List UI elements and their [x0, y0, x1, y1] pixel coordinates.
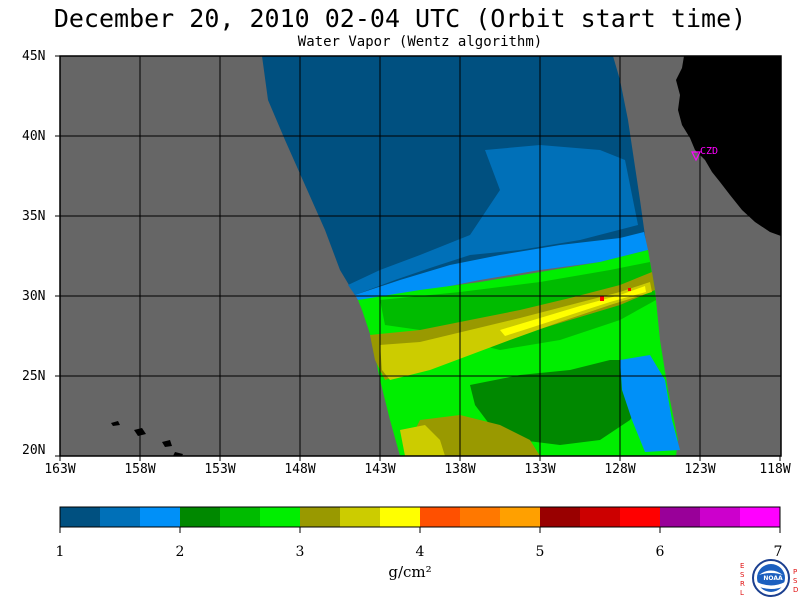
logo-right-text: P S D	[793, 568, 799, 594]
station-marker	[691, 151, 701, 162]
lat-label: 20N	[22, 443, 46, 458]
noaa-logo	[752, 559, 790, 597]
logo-center-text: NOAA	[763, 575, 783, 582]
swath-zone-high-vapor	[500, 286, 646, 336]
hawaii-island	[162, 440, 172, 447]
noaa-logo-bird	[759, 570, 783, 575]
water-vapor-swath	[262, 56, 680, 456]
swath-zone-lower-dark-green	[470, 360, 650, 445]
lon-label: 118W	[759, 462, 791, 477]
colorbar-tick-label: 4	[415, 544, 425, 560]
lat-label: 30N	[22, 289, 46, 304]
lat-label: 45N	[22, 49, 46, 64]
colorbar-swatch	[460, 507, 501, 527]
lon-label: 163W	[44, 462, 76, 477]
colorbar-swatch	[140, 507, 181, 527]
colorbar-swatch	[540, 507, 581, 527]
colorbar-swatch	[60, 507, 101, 527]
colorbar-swatch	[380, 507, 421, 527]
swath-hot-pixel	[628, 288, 631, 291]
colorbar-tick-label: 3	[295, 544, 305, 560]
map-ticks	[55, 55, 781, 461]
colorbar-tick-label: 5	[535, 544, 545, 560]
swath-zone-lower-blue	[620, 355, 680, 452]
colorbar-swatch	[700, 507, 741, 527]
hawaii-island	[173, 452, 183, 456]
lon-label: 148W	[284, 462, 316, 477]
colorbar-swatch	[580, 507, 621, 527]
map-grid	[60, 56, 781, 456]
map-title: December 20, 2010 02-04 UTC (Orbit start…	[53, 4, 747, 33]
colorbar-tick-label: 7	[773, 544, 783, 560]
colorbar-tick-label: 6	[655, 544, 665, 560]
swath-zone-lower-olive	[410, 415, 540, 456]
colorbar-swatch	[740, 507, 781, 527]
colorbar-ticks	[59, 527, 781, 533]
lon-label: 123W	[684, 462, 716, 477]
colorbar-swatch	[300, 507, 341, 527]
swath-zone-bright-blue	[355, 232, 648, 300]
colorbar-tick-label: 2	[175, 544, 185, 560]
lon-label: 138W	[444, 462, 476, 477]
colorbar-swatch	[220, 507, 261, 527]
station-label: CZD	[700, 146, 719, 157]
lat-label: 35N	[22, 209, 46, 224]
colorbar-swatch	[620, 507, 661, 527]
colorbar	[60, 507, 781, 527]
colorbar-tick-label: 1	[55, 544, 65, 560]
logo-left-text: E S R L	[740, 562, 745, 597]
hawaii-island	[111, 421, 120, 426]
lon-label: 158W	[124, 462, 156, 477]
colorbar-swatch	[500, 507, 541, 527]
colorbar-swatch	[100, 507, 141, 527]
lon-label: 128W	[604, 462, 636, 477]
swath-zone-medium-blue	[348, 145, 638, 295]
lat-label: 40N	[22, 129, 46, 144]
lon-label: 143W	[364, 462, 396, 477]
colorbar-swatch	[260, 507, 301, 527]
california-coast	[676, 56, 781, 236]
colorbar-swatch	[180, 507, 221, 527]
colorbar-units: g/cm²	[388, 563, 432, 581]
swath-zone-lower-yellow	[400, 425, 445, 456]
swath-hot-pixel	[600, 296, 604, 301]
lon-label: 133W	[524, 462, 556, 477]
colorbar-swatch	[660, 507, 701, 527]
colorbar-swatch	[420, 507, 461, 527]
lon-label: 153W	[204, 462, 236, 477]
noaa-logo-wave	[757, 582, 785, 589]
lat-label: 25N	[22, 369, 46, 384]
map-frame	[59, 55, 782, 457]
colorbar-swatch	[340, 507, 381, 527]
map-subtitle: Water Vapor (Wentz algorithm)	[297, 34, 543, 50]
